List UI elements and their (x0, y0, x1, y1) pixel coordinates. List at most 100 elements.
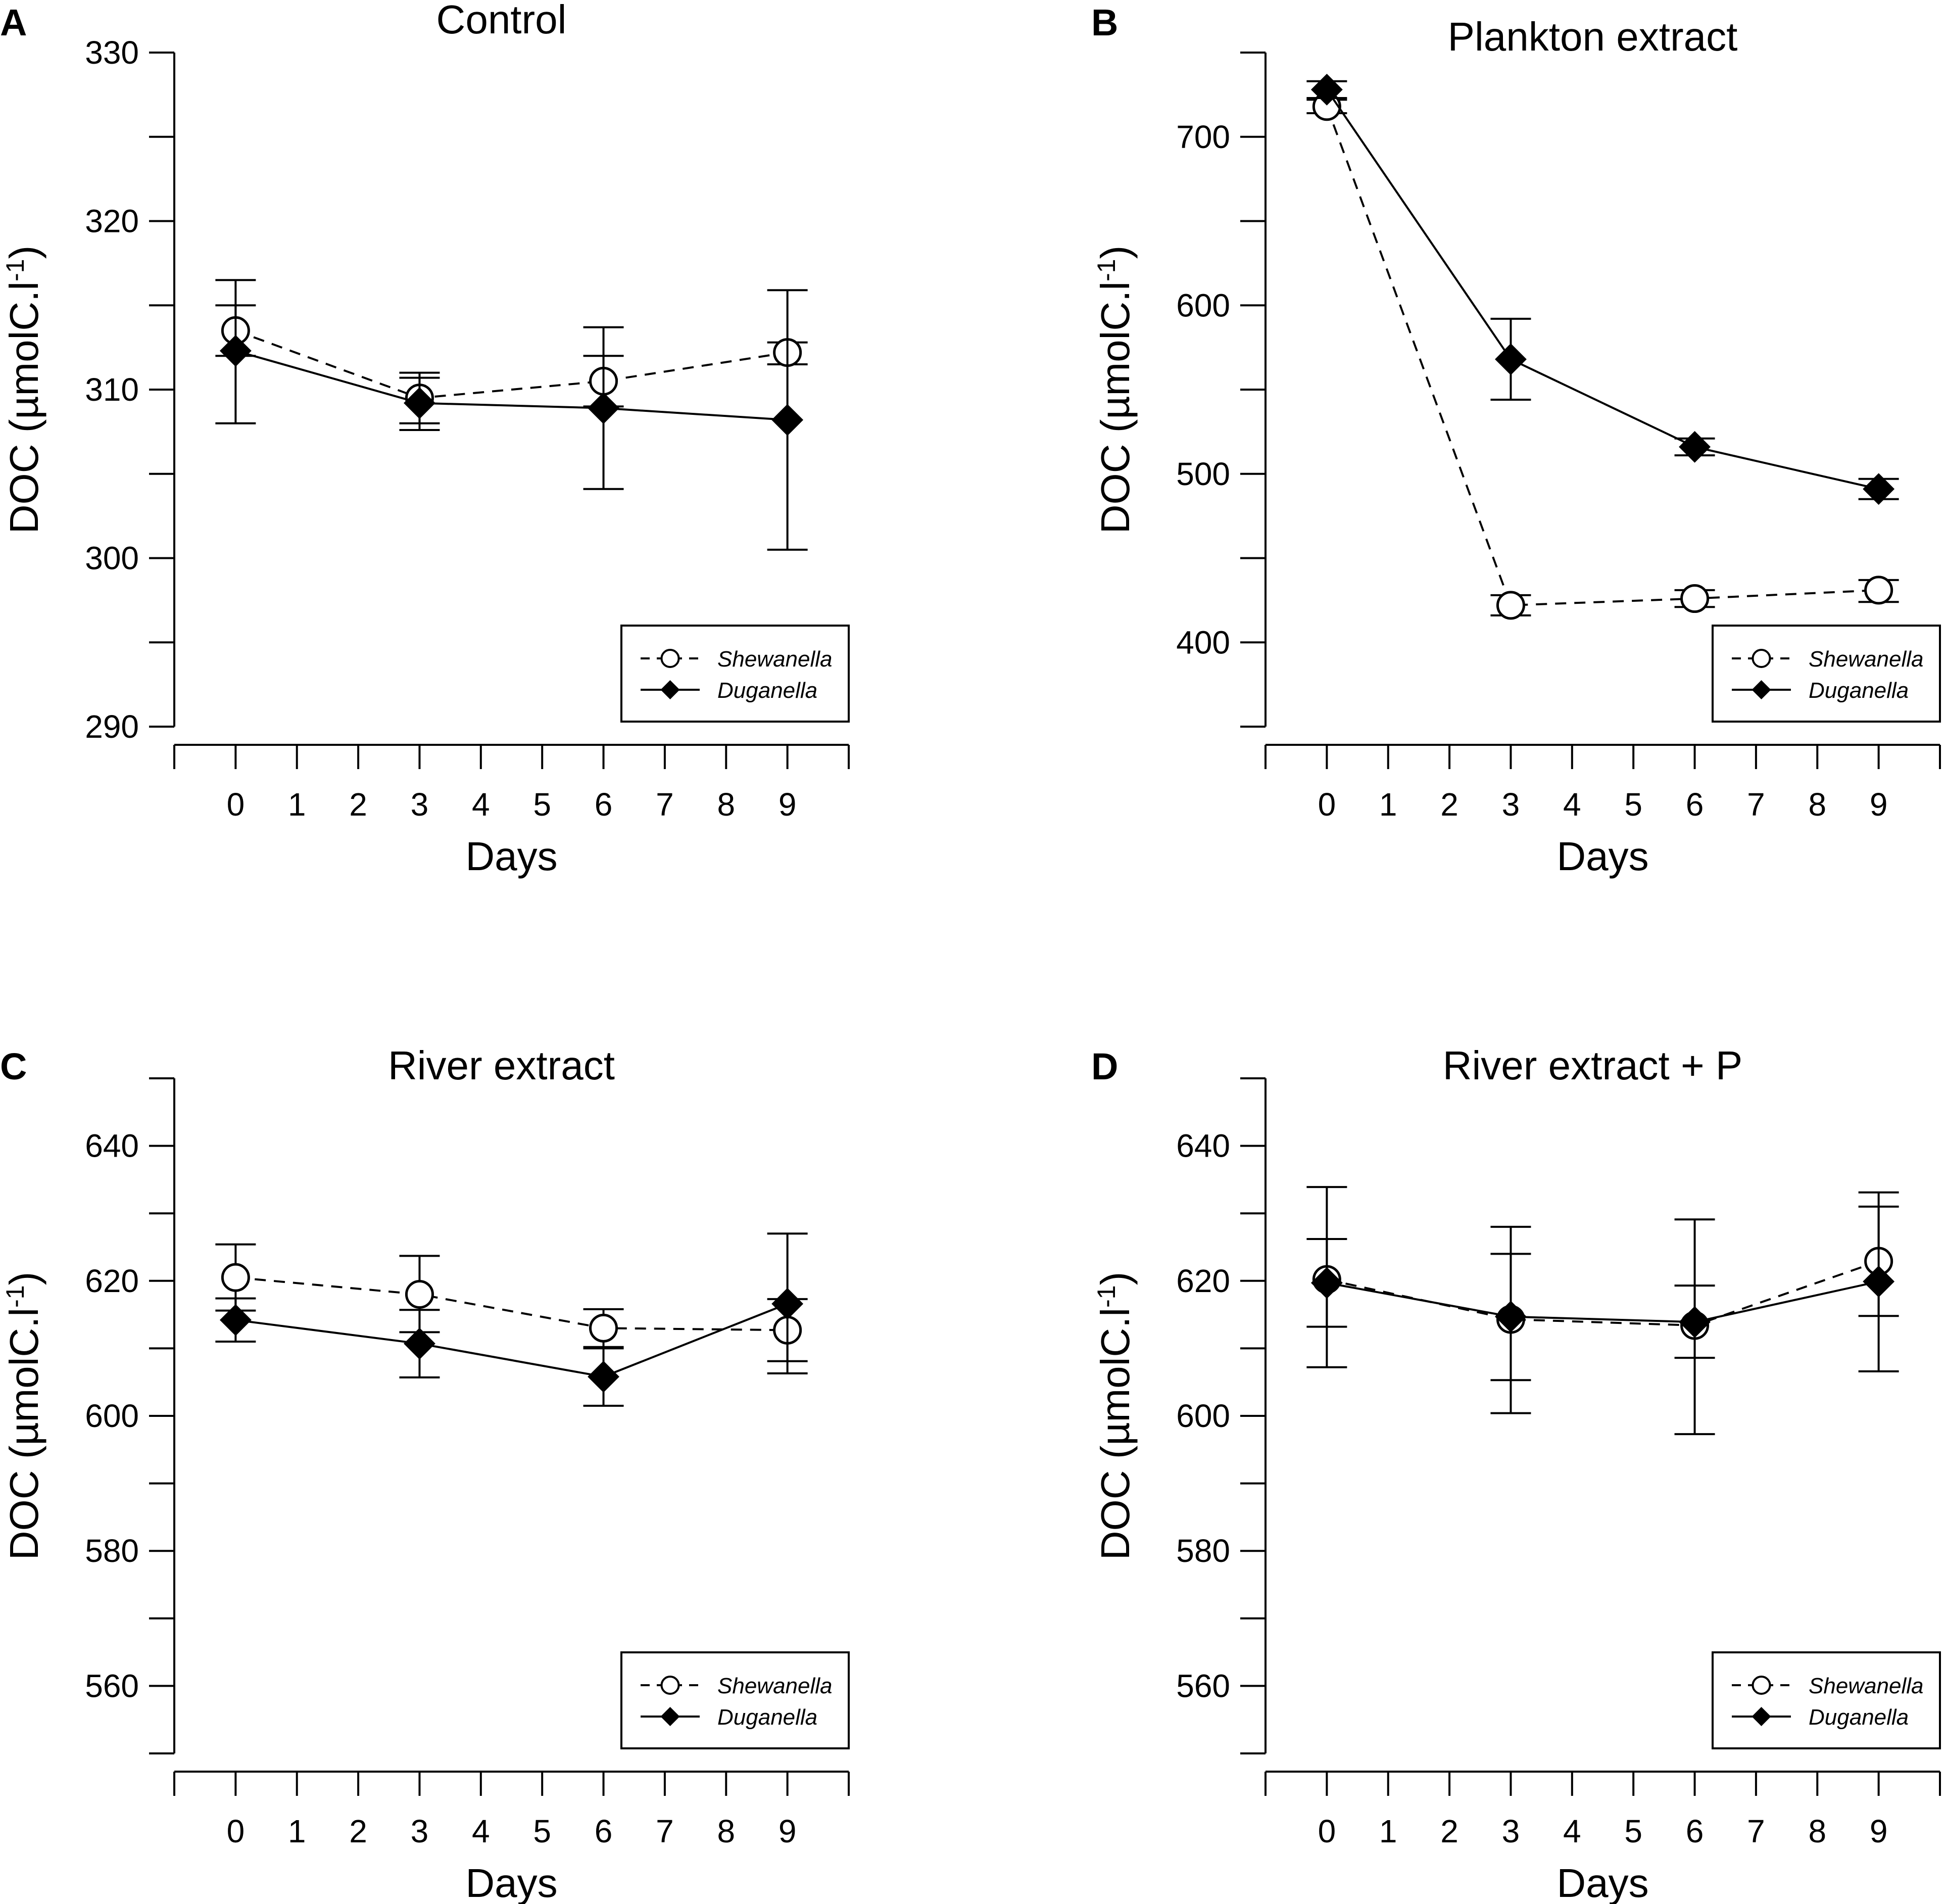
series-duganella (215, 1232, 808, 1407)
x-tick-label: 7 (656, 786, 674, 823)
data-point-diamond (1679, 1306, 1711, 1338)
x-tick-label: 1 (1379, 786, 1397, 823)
y-tick-label: 560 (85, 1668, 139, 1704)
legend-box (620, 1651, 850, 1749)
x-tick-label: 6 (595, 1813, 613, 1849)
series-line (1326, 106, 1879, 606)
y-tick-label: 560 (1176, 1668, 1230, 1704)
series-duganella (1306, 1186, 1899, 1436)
series-duganella (1306, 73, 1899, 505)
panel-title: River extract (388, 1043, 615, 1088)
legend-label: Shewanella (717, 1674, 833, 1698)
y-tick-label: 600 (85, 1398, 139, 1434)
data-point-circle (405, 1280, 434, 1309)
x-tick-label: 2 (1440, 1813, 1458, 1849)
data-point-diamond (1863, 1265, 1895, 1298)
legend-circle-icon (1752, 1676, 1771, 1695)
x-tick-label: 3 (1502, 1813, 1520, 1849)
data-point-diamond (1863, 473, 1895, 505)
legend-label: Shewanella (1809, 647, 1924, 672)
y-tick-label: 320 (85, 203, 139, 240)
x-tick-label: 5 (1624, 786, 1642, 823)
y-tick-label: 310 (85, 371, 139, 408)
legend-box (620, 625, 850, 723)
y-tick-label: 600 (1176, 1398, 1230, 1434)
panel-title: Plankton extract (1448, 14, 1738, 59)
series-line (1326, 89, 1879, 490)
panel-letter: A (0, 2, 27, 43)
data-point-diamond (219, 335, 252, 367)
x-tick-label: 6 (1686, 1813, 1704, 1849)
data-point-diamond (404, 387, 435, 419)
data-point-diamond (1679, 431, 1711, 463)
data-point-diamond (588, 392, 619, 424)
y-tick-label: 290 (85, 708, 139, 745)
x-tick-label: 5 (533, 786, 551, 823)
x-tick-label: 4 (472, 786, 490, 823)
x-axis-title: Days (1557, 834, 1648, 879)
legend-box (1712, 625, 1941, 723)
data-point-diamond (1310, 73, 1343, 106)
x-tick-label: 4 (1563, 786, 1581, 823)
series-line (1327, 1280, 1879, 1323)
x-axis-title: Days (1557, 1861, 1648, 1904)
x-tick-label: 8 (1808, 1813, 1826, 1849)
series-line (235, 1276, 788, 1331)
data-point-diamond (404, 1327, 435, 1360)
legend-label: Shewanella (717, 647, 833, 672)
data-point-circle (589, 1313, 618, 1343)
legend: Shewanella Duganella (620, 1651, 850, 1749)
data-point-circle (1680, 584, 1710, 613)
x-tick-label: 7 (656, 1813, 674, 1849)
series-line (235, 329, 788, 399)
x-tick-label: 1 (1379, 1813, 1397, 1849)
panel-title: Control (436, 0, 567, 42)
x-tick-label: 4 (472, 1813, 490, 1849)
x-axis-title: Days (465, 834, 557, 879)
x-tick-label: 2 (1440, 786, 1458, 823)
x-tick-label: 7 (1747, 1813, 1765, 1849)
x-tick-label: 0 (227, 1813, 245, 1849)
panel-letter: D (1091, 1045, 1118, 1087)
legend-label: Duganella (717, 1705, 817, 1730)
data-point-circle (1496, 591, 1525, 620)
y-tick-label: 620 (1176, 1263, 1230, 1299)
legend: Shewanella Duganella (620, 625, 850, 723)
x-tick-label: 3 (411, 786, 429, 823)
x-tick-label: 0 (1318, 1813, 1336, 1849)
y-tick-label: 330 (85, 34, 139, 71)
series-line (235, 350, 788, 421)
data-point-circle (1864, 576, 1893, 605)
y-tick-label: 640 (1176, 1128, 1230, 1164)
x-tick-label: 6 (1686, 786, 1704, 823)
x-tick-label: 9 (779, 786, 797, 823)
x-tick-label: 3 (411, 1813, 429, 1849)
y-axis-title: DOC (µmolC.l-1) (1, 1272, 46, 1560)
x-tick-label: 2 (349, 1813, 367, 1849)
x-tick-label: 1 (288, 786, 306, 823)
x-tick-label: 6 (595, 786, 613, 823)
y-tick-label: 600 (1176, 287, 1230, 323)
x-tick-label: 5 (1624, 1813, 1642, 1849)
legend-circle-icon (660, 649, 680, 668)
y-tick-label: 620 (85, 1263, 139, 1299)
legend-circle-icon (660, 1676, 680, 1695)
legend-diamond-icon (1752, 680, 1771, 699)
series-shewanella (1306, 1205, 1899, 1382)
legend-circle-icon (1752, 649, 1771, 668)
x-tick-label: 1 (288, 1813, 306, 1849)
y-axis-title: DOC (µmolC.l-1) (1, 246, 46, 534)
series-shewanella (1306, 92, 1899, 620)
y-tick-label: 640 (85, 1128, 139, 1164)
series-line (235, 1303, 788, 1378)
x-tick-label: 8 (717, 786, 735, 823)
y-tick-label: 300 (85, 540, 139, 577)
x-tick-label: 9 (1870, 1813, 1888, 1849)
series-line (1326, 1260, 1879, 1326)
legend-diamond-icon (1752, 1707, 1771, 1726)
x-tick-label: 9 (1870, 786, 1888, 823)
series-shewanella (215, 1243, 808, 1362)
data-point-diamond (1495, 1301, 1527, 1333)
legend: Shewanella Duganella (1712, 1651, 1941, 1749)
